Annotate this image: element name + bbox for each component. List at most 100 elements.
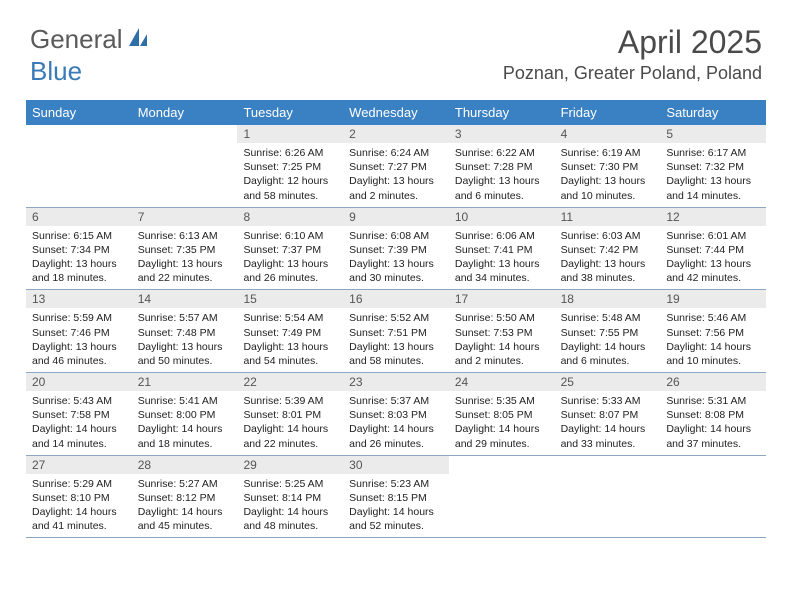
day-number: 15 xyxy=(237,290,343,308)
calendar-cell: 12Sunrise: 6:01 AMSunset: 7:44 PMDayligh… xyxy=(660,208,766,290)
sunrise-line: Sunrise: 5:35 AM xyxy=(455,394,549,408)
weekday-header: Friday xyxy=(555,100,661,125)
calendar-header-row: SundayMondayTuesdayWednesdayThursdayFrid… xyxy=(26,100,766,125)
title-block: April 2025 Poznan, Greater Poland, Polan… xyxy=(503,24,762,84)
day-details: Sunrise: 6:17 AMSunset: 7:32 PMDaylight:… xyxy=(660,143,766,207)
day-details: Sunrise: 5:39 AMSunset: 8:01 PMDaylight:… xyxy=(237,391,343,455)
daylight-line: Daylight: 14 hours and 10 minutes. xyxy=(666,340,760,368)
calendar-cell: 17Sunrise: 5:50 AMSunset: 7:53 PMDayligh… xyxy=(449,290,555,372)
daylight-line: Daylight: 12 hours and 58 minutes. xyxy=(243,174,337,202)
logo-text-general: General xyxy=(30,24,123,55)
sunset-line: Sunset: 8:15 PM xyxy=(349,491,443,505)
day-number: 16 xyxy=(343,290,449,308)
weekday-header: Wednesday xyxy=(343,100,449,125)
day-number: 2 xyxy=(343,125,449,143)
daylight-line: Daylight: 13 hours and 18 minutes. xyxy=(32,257,126,285)
calendar-cell: 25Sunrise: 5:33 AMSunset: 8:07 PMDayligh… xyxy=(555,373,661,455)
sunrise-line: Sunrise: 6:15 AM xyxy=(32,229,126,243)
calendar-cell: .. xyxy=(132,125,238,207)
calendar-row: 6Sunrise: 6:15 AMSunset: 7:34 PMDaylight… xyxy=(26,208,766,291)
sunset-line: Sunset: 7:37 PM xyxy=(243,243,337,257)
day-number: 1 xyxy=(237,125,343,143)
day-number: 21 xyxy=(132,373,238,391)
calendar-cell: 3Sunrise: 6:22 AMSunset: 7:28 PMDaylight… xyxy=(449,125,555,207)
day-number: 14 xyxy=(132,290,238,308)
daylight-line: Daylight: 14 hours and 37 minutes. xyxy=(666,422,760,450)
daylight-line: Daylight: 13 hours and 30 minutes. xyxy=(349,257,443,285)
day-number: 29 xyxy=(237,456,343,474)
day-number: 6 xyxy=(26,208,132,226)
header: General April 2025 Poznan, Greater Polan… xyxy=(0,0,792,92)
calendar: SundayMondayTuesdayWednesdayThursdayFrid… xyxy=(26,100,766,538)
calendar-cell: 13Sunrise: 5:59 AMSunset: 7:46 PMDayligh… xyxy=(26,290,132,372)
day-number: 13 xyxy=(26,290,132,308)
daylight-line: Daylight: 14 hours and 14 minutes. xyxy=(32,422,126,450)
day-number: 8 xyxy=(237,208,343,226)
daylight-line: Daylight: 14 hours and 48 minutes. xyxy=(243,505,337,533)
sunset-line: Sunset: 7:41 PM xyxy=(455,243,549,257)
sunrise-line: Sunrise: 6:24 AM xyxy=(349,146,443,160)
daylight-line: Daylight: 14 hours and 6 minutes. xyxy=(561,340,655,368)
sunset-line: Sunset: 7:44 PM xyxy=(666,243,760,257)
day-number: 3 xyxy=(449,125,555,143)
sunrise-line: Sunrise: 6:22 AM xyxy=(455,146,549,160)
day-details: Sunrise: 5:48 AMSunset: 7:55 PMDaylight:… xyxy=(555,308,661,372)
day-details: Sunrise: 6:19 AMSunset: 7:30 PMDaylight:… xyxy=(555,143,661,207)
daylight-line: Daylight: 13 hours and 10 minutes. xyxy=(561,174,655,202)
calendar-row: 27Sunrise: 5:29 AMSunset: 8:10 PMDayligh… xyxy=(26,456,766,539)
daylight-line: Daylight: 13 hours and 50 minutes. xyxy=(138,340,232,368)
day-details: Sunrise: 5:46 AMSunset: 7:56 PMDaylight:… xyxy=(660,308,766,372)
calendar-cell: .. xyxy=(449,456,555,538)
sunset-line: Sunset: 7:46 PM xyxy=(32,326,126,340)
calendar-cell: 2Sunrise: 6:24 AMSunset: 7:27 PMDaylight… xyxy=(343,125,449,207)
calendar-cell: 29Sunrise: 5:25 AMSunset: 8:14 PMDayligh… xyxy=(237,456,343,538)
day-details: Sunrise: 5:33 AMSunset: 8:07 PMDaylight:… xyxy=(555,391,661,455)
sunset-line: Sunset: 7:39 PM xyxy=(349,243,443,257)
sunrise-line: Sunrise: 6:03 AM xyxy=(561,229,655,243)
sunrise-line: Sunrise: 6:08 AM xyxy=(349,229,443,243)
day-details: Sunrise: 6:06 AMSunset: 7:41 PMDaylight:… xyxy=(449,226,555,290)
day-number: 7 xyxy=(132,208,238,226)
day-details: Sunrise: 6:08 AMSunset: 7:39 PMDaylight:… xyxy=(343,226,449,290)
calendar-cell: 19Sunrise: 5:46 AMSunset: 7:56 PMDayligh… xyxy=(660,290,766,372)
sunrise-line: Sunrise: 5:59 AM xyxy=(32,311,126,325)
day-number: 26 xyxy=(660,373,766,391)
calendar-cell: 22Sunrise: 5:39 AMSunset: 8:01 PMDayligh… xyxy=(237,373,343,455)
day-details: Sunrise: 6:26 AMSunset: 7:25 PMDaylight:… xyxy=(237,143,343,207)
sunrise-line: Sunrise: 5:31 AM xyxy=(666,394,760,408)
calendar-cell: 10Sunrise: 6:06 AMSunset: 7:41 PMDayligh… xyxy=(449,208,555,290)
calendar-cell: 8Sunrise: 6:10 AMSunset: 7:37 PMDaylight… xyxy=(237,208,343,290)
sunrise-line: Sunrise: 5:37 AM xyxy=(349,394,443,408)
calendar-cell: 4Sunrise: 6:19 AMSunset: 7:30 PMDaylight… xyxy=(555,125,661,207)
sunset-line: Sunset: 7:48 PM xyxy=(138,326,232,340)
sunrise-line: Sunrise: 6:19 AM xyxy=(561,146,655,160)
sunset-line: Sunset: 7:34 PM xyxy=(32,243,126,257)
calendar-cell: 1Sunrise: 6:26 AMSunset: 7:25 PMDaylight… xyxy=(237,125,343,207)
sunrise-line: Sunrise: 5:23 AM xyxy=(349,477,443,491)
daylight-line: Daylight: 13 hours and 14 minutes. xyxy=(666,174,760,202)
calendar-cell: 11Sunrise: 6:03 AMSunset: 7:42 PMDayligh… xyxy=(555,208,661,290)
daylight-line: Daylight: 13 hours and 42 minutes. xyxy=(666,257,760,285)
day-number: 4 xyxy=(555,125,661,143)
calendar-cell: 5Sunrise: 6:17 AMSunset: 7:32 PMDaylight… xyxy=(660,125,766,207)
day-details: Sunrise: 6:24 AMSunset: 7:27 PMDaylight:… xyxy=(343,143,449,207)
day-number: 5 xyxy=(660,125,766,143)
weekday-header: Tuesday xyxy=(237,100,343,125)
daylight-line: Daylight: 14 hours and 18 minutes. xyxy=(138,422,232,450)
sunset-line: Sunset: 7:35 PM xyxy=(138,243,232,257)
day-details: Sunrise: 6:13 AMSunset: 7:35 PMDaylight:… xyxy=(132,226,238,290)
sunset-line: Sunset: 8:10 PM xyxy=(32,491,126,505)
daylight-line: Daylight: 13 hours and 54 minutes. xyxy=(243,340,337,368)
calendar-cell: 14Sunrise: 5:57 AMSunset: 7:48 PMDayligh… xyxy=(132,290,238,372)
day-details: Sunrise: 5:59 AMSunset: 7:46 PMDaylight:… xyxy=(26,308,132,372)
daylight-line: Daylight: 13 hours and 38 minutes. xyxy=(561,257,655,285)
daylight-line: Daylight: 14 hours and 45 minutes. xyxy=(138,505,232,533)
sunrise-line: Sunrise: 6:13 AM xyxy=(138,229,232,243)
day-number: 23 xyxy=(343,373,449,391)
sunrise-line: Sunrise: 5:50 AM xyxy=(455,311,549,325)
daylight-line: Daylight: 13 hours and 46 minutes. xyxy=(32,340,126,368)
sunrise-line: Sunrise: 5:54 AM xyxy=(243,311,337,325)
day-details: Sunrise: 6:15 AMSunset: 7:34 PMDaylight:… xyxy=(26,226,132,290)
day-details: Sunrise: 6:01 AMSunset: 7:44 PMDaylight:… xyxy=(660,226,766,290)
day-number: 30 xyxy=(343,456,449,474)
